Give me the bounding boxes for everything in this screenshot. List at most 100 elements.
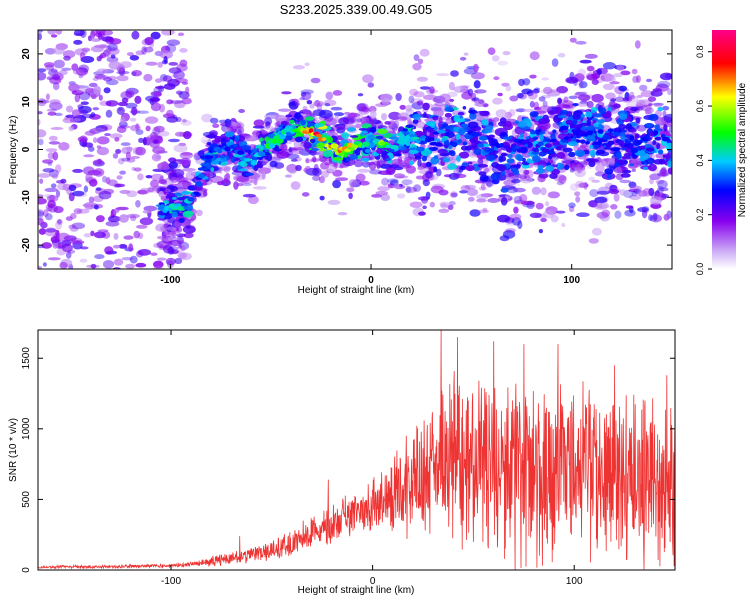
spectrogram-cell — [440, 203, 448, 209]
spectrogram-cell — [393, 173, 405, 179]
spectrogram-cell — [430, 156, 440, 165]
spectrogram-cell — [186, 178, 192, 187]
spectrogram-cell — [658, 169, 669, 178]
spectrogram-cell — [474, 89, 487, 94]
spectrogram-cell — [266, 153, 273, 162]
spectrogram-cell — [52, 241, 59, 249]
spectrogram-cell — [596, 119, 605, 124]
spectrogram-cell — [458, 128, 467, 133]
spectrogram-cell — [170, 100, 183, 104]
spectrogram-cell — [544, 143, 552, 148]
spectrogram-cell — [38, 71, 47, 81]
spectrogram-cell — [152, 146, 166, 154]
x-tick-label: 100 — [566, 576, 583, 587]
spectrogram-cell — [305, 157, 310, 164]
spectrogram-cell — [387, 178, 399, 184]
spectrogram-cell — [479, 110, 490, 117]
spectrogram-cell — [403, 158, 412, 167]
spectrogram-cell — [49, 99, 61, 105]
spectrogram-cell — [166, 230, 176, 238]
spectrogram-cell — [612, 147, 620, 152]
snr-series-line — [38, 330, 675, 570]
spectrogram-cell — [327, 165, 337, 173]
colorbar-scale — [712, 30, 736, 269]
spectrogram-cell — [505, 228, 516, 233]
spectrogram-cell — [269, 160, 278, 168]
spectrogram-cell — [558, 175, 567, 184]
spectrogram-cell — [157, 162, 171, 171]
spectrogram-cell — [622, 97, 630, 102]
spectrogram-cell — [529, 51, 540, 61]
spectrogram-cell — [237, 161, 246, 166]
spectrogram-cell — [88, 178, 98, 187]
spectrogram-cell — [129, 255, 138, 264]
spectrogram-cell — [630, 147, 639, 154]
spectrogram-cell — [481, 119, 489, 126]
spectrogram-cell — [616, 152, 622, 160]
spectrogram-cell — [84, 130, 96, 136]
spectrogram-cell — [416, 100, 424, 106]
spectrogram-cell — [643, 166, 648, 170]
spectrogram-cell — [572, 103, 579, 107]
spectrogram-cell — [578, 182, 589, 188]
spectrogram-cell — [187, 197, 195, 202]
spectrogram-cell — [113, 209, 118, 215]
spectrogram-cell — [439, 201, 450, 207]
spectrogram-cell — [43, 209, 49, 218]
spectrogram-cell — [368, 161, 377, 171]
spectrogram-cell — [589, 149, 597, 157]
spectrogram-cell — [384, 121, 392, 125]
spectrogram-cell — [538, 173, 549, 179]
spectrogram-cell — [427, 137, 435, 142]
spectrogram-cell — [645, 133, 650, 140]
spectrogram-cell — [568, 95, 578, 100]
spectrogram-cell — [302, 106, 308, 110]
spectrogram-cell — [72, 69, 84, 75]
spectrogram-cell — [521, 88, 533, 95]
spectrogram-cell — [457, 139, 463, 144]
spectrogram-cell — [139, 217, 154, 226]
spectrogram-cell — [435, 142, 443, 147]
spectrogram-cell — [462, 106, 467, 110]
spectrogram-cell — [647, 96, 657, 102]
spectrogram-cell — [292, 150, 304, 154]
spectrogram-cell — [47, 199, 56, 209]
spectrogram-cell — [290, 181, 301, 190]
spectrogram-cell — [278, 108, 292, 112]
spectrogram-cell — [183, 131, 192, 140]
spectrogram-cell — [422, 205, 427, 210]
spectrogram-cell — [320, 162, 330, 170]
spectrogram-cell — [261, 171, 266, 180]
spectrogram-cell — [430, 185, 444, 194]
spectrogram-cell — [166, 226, 177, 231]
spectrogram-cell — [659, 72, 672, 81]
spectrogram-cell — [497, 92, 503, 97]
spectrogram-cell — [276, 150, 290, 159]
spectrogram-cell — [117, 157, 125, 165]
spectrogram-cell — [272, 138, 277, 144]
spectrogram-cell — [381, 97, 390, 106]
spectrogram-cell — [44, 48, 56, 55]
spectrogram-cell — [657, 179, 668, 189]
spectrogram-cell — [119, 170, 126, 175]
figure-title: S233.2025.339.00.49.G05 — [280, 2, 433, 17]
y-tick-label: 1500 — [21, 347, 32, 370]
spectrogram-cell — [150, 135, 163, 141]
spectrogram-cell — [661, 136, 670, 142]
spectrogram-cell — [82, 203, 94, 207]
spectrogram-cell — [579, 81, 588, 89]
spectrogram-cell — [620, 135, 626, 142]
spectrogram-cell — [179, 240, 185, 244]
spectrogram-cell — [146, 134, 160, 141]
spectrogram-cell — [568, 128, 573, 134]
spectrogram-cell — [91, 45, 104, 53]
spectrogram-cell — [120, 142, 131, 147]
spectrogram-cell — [649, 173, 661, 181]
spectrogram-cell — [162, 75, 173, 82]
spectrogram-cell — [193, 191, 200, 196]
x-tick-label: -100 — [160, 275, 180, 286]
spectrogram-cell — [629, 95, 636, 100]
spectrogram-cell — [479, 174, 489, 182]
spectrogram-cell — [321, 137, 327, 141]
spectrogram-cell — [645, 107, 651, 115]
